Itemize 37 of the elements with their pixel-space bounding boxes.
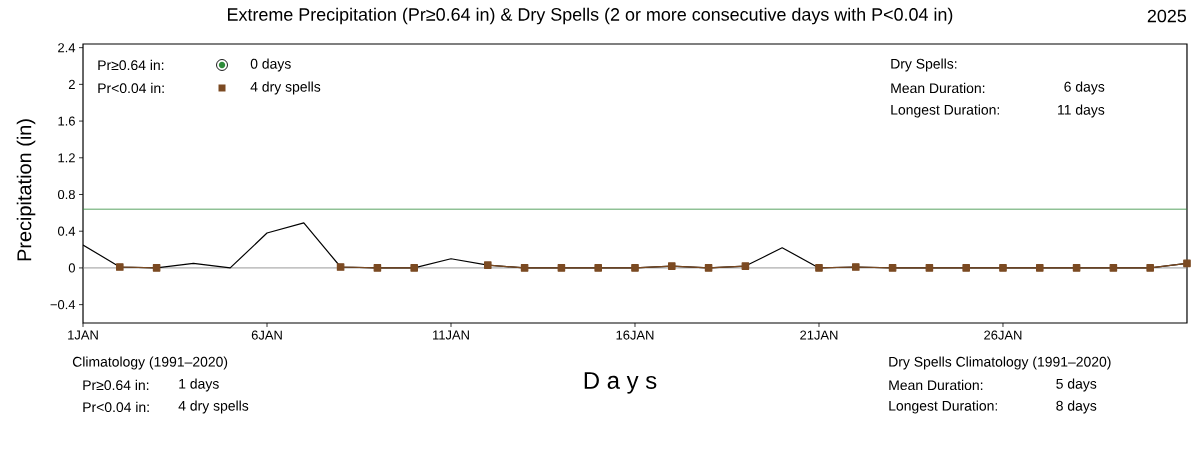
y-axis-title: Precipitation (in) xyxy=(16,119,36,261)
text: 1 days xyxy=(179,378,219,392)
y-tick-label: 0.4 xyxy=(57,226,76,236)
x-tick-label: 26JAN xyxy=(984,330,1022,340)
y-tick-label: 1.2 xyxy=(58,153,75,163)
x-tick-label: 1JAN xyxy=(68,330,98,340)
y-tick-label: 0 xyxy=(68,263,75,273)
text: 4 dry spells xyxy=(178,400,249,414)
text: 8 days xyxy=(1056,400,1097,414)
text: Pr<0.04 in: xyxy=(83,401,149,413)
annotation: Longest Duration: xyxy=(891,104,1000,118)
y-tick-label: −0.4 xyxy=(50,300,76,310)
text: Mean Duration: xyxy=(889,379,983,391)
text: Dry Spells Climatology (1991–2020) xyxy=(889,356,1111,370)
chart-title: Extreme Precipitation (Pr≥0.64 in) & Dry Spells (2 or more consecutive days with P<0.04 in) xyxy=(228,7,953,25)
y-tick-label: 2 xyxy=(68,79,75,89)
text: Climatology (1991–2020) xyxy=(72,356,228,370)
annotation: Pr<0.04 in: xyxy=(98,82,164,94)
annotation: 4 dry spells xyxy=(250,81,321,95)
annotation: Mean Duration: xyxy=(891,82,985,94)
x-tick-label: 6JAN xyxy=(251,330,282,340)
x-axis-title: D a y s xyxy=(584,372,657,394)
text: 5 days xyxy=(1056,378,1097,392)
text: Pr≥0.64 in: xyxy=(83,379,149,391)
annotation: 11 days xyxy=(1058,104,1105,118)
annotation: 6 days xyxy=(1064,81,1105,95)
text: Longest Duration: xyxy=(889,400,998,414)
annotation: 0 days xyxy=(250,58,291,72)
chart-subtitle: 2025 xyxy=(1147,9,1187,23)
annotation: Pr≥0.64 in: xyxy=(98,59,164,71)
x-tick-label: 11JAN xyxy=(433,330,469,340)
x-tick-label: 16JAN xyxy=(616,330,654,340)
x-tick-label: 21JAN xyxy=(800,330,838,340)
annotation: Dry Spells: xyxy=(891,58,957,72)
y-tick-label: 2.4 xyxy=(58,43,76,53)
y-tick-label: 1.6 xyxy=(58,116,75,126)
y-tick-label: 0.8 xyxy=(57,189,75,200)
